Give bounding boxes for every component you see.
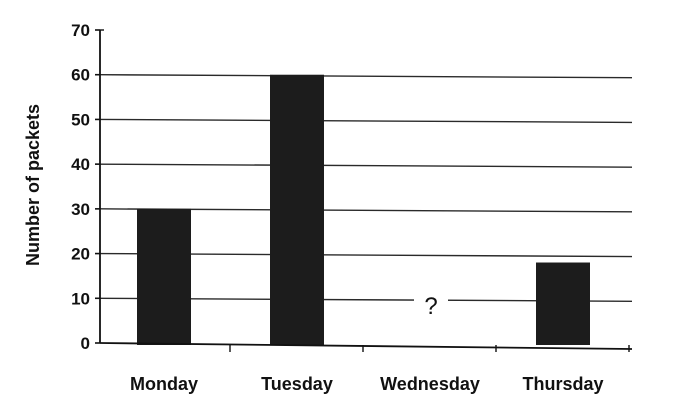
y-tick-label-10: 10 — [71, 289, 90, 308]
y-tick-label-20: 20 — [71, 245, 90, 264]
x-category-label-thursday: Thursday — [522, 374, 603, 394]
axes — [95, 29, 633, 352]
y-tick-label-50: 50 — [71, 110, 90, 129]
y-tick-label-30: 30 — [71, 200, 90, 219]
bar-thursday — [536, 262, 590, 345]
x-category-label-tuesday: Tuesday — [261, 374, 333, 394]
gridline-50 — [99, 118, 633, 124]
y-axis-label: Number of packets — [23, 104, 43, 266]
bars — [137, 74, 590, 345]
x-category-label-monday: Monday — [130, 374, 198, 394]
x-category-label-wednesday: Wednesday — [380, 374, 480, 394]
gridline-60 — [99, 74, 633, 79]
bar-tuesday — [270, 74, 324, 345]
y-tick-label-60: 60 — [71, 66, 90, 85]
y-tick-label-0: 0 — [81, 334, 90, 353]
unknown-value-marker: ? — [424, 293, 437, 320]
unknown-marker-background — [414, 289, 448, 319]
y-tick-labels: 0 10 20 30 40 50 60 70 — [71, 21, 90, 353]
x-axis-line — [99, 342, 633, 350]
bar-monday — [137, 208, 191, 345]
gridline-40 — [99, 163, 633, 168]
y-tick-label-40: 40 — [71, 155, 90, 174]
x-category-labels: Monday Tuesday Wednesday Thursday — [130, 374, 604, 394]
y-tick-label-70: 70 — [71, 21, 90, 40]
